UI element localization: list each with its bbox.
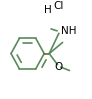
Text: NH: NH (61, 26, 76, 36)
Text: H: H (44, 5, 52, 15)
Text: O: O (54, 62, 63, 72)
Text: Cl: Cl (53, 1, 64, 11)
